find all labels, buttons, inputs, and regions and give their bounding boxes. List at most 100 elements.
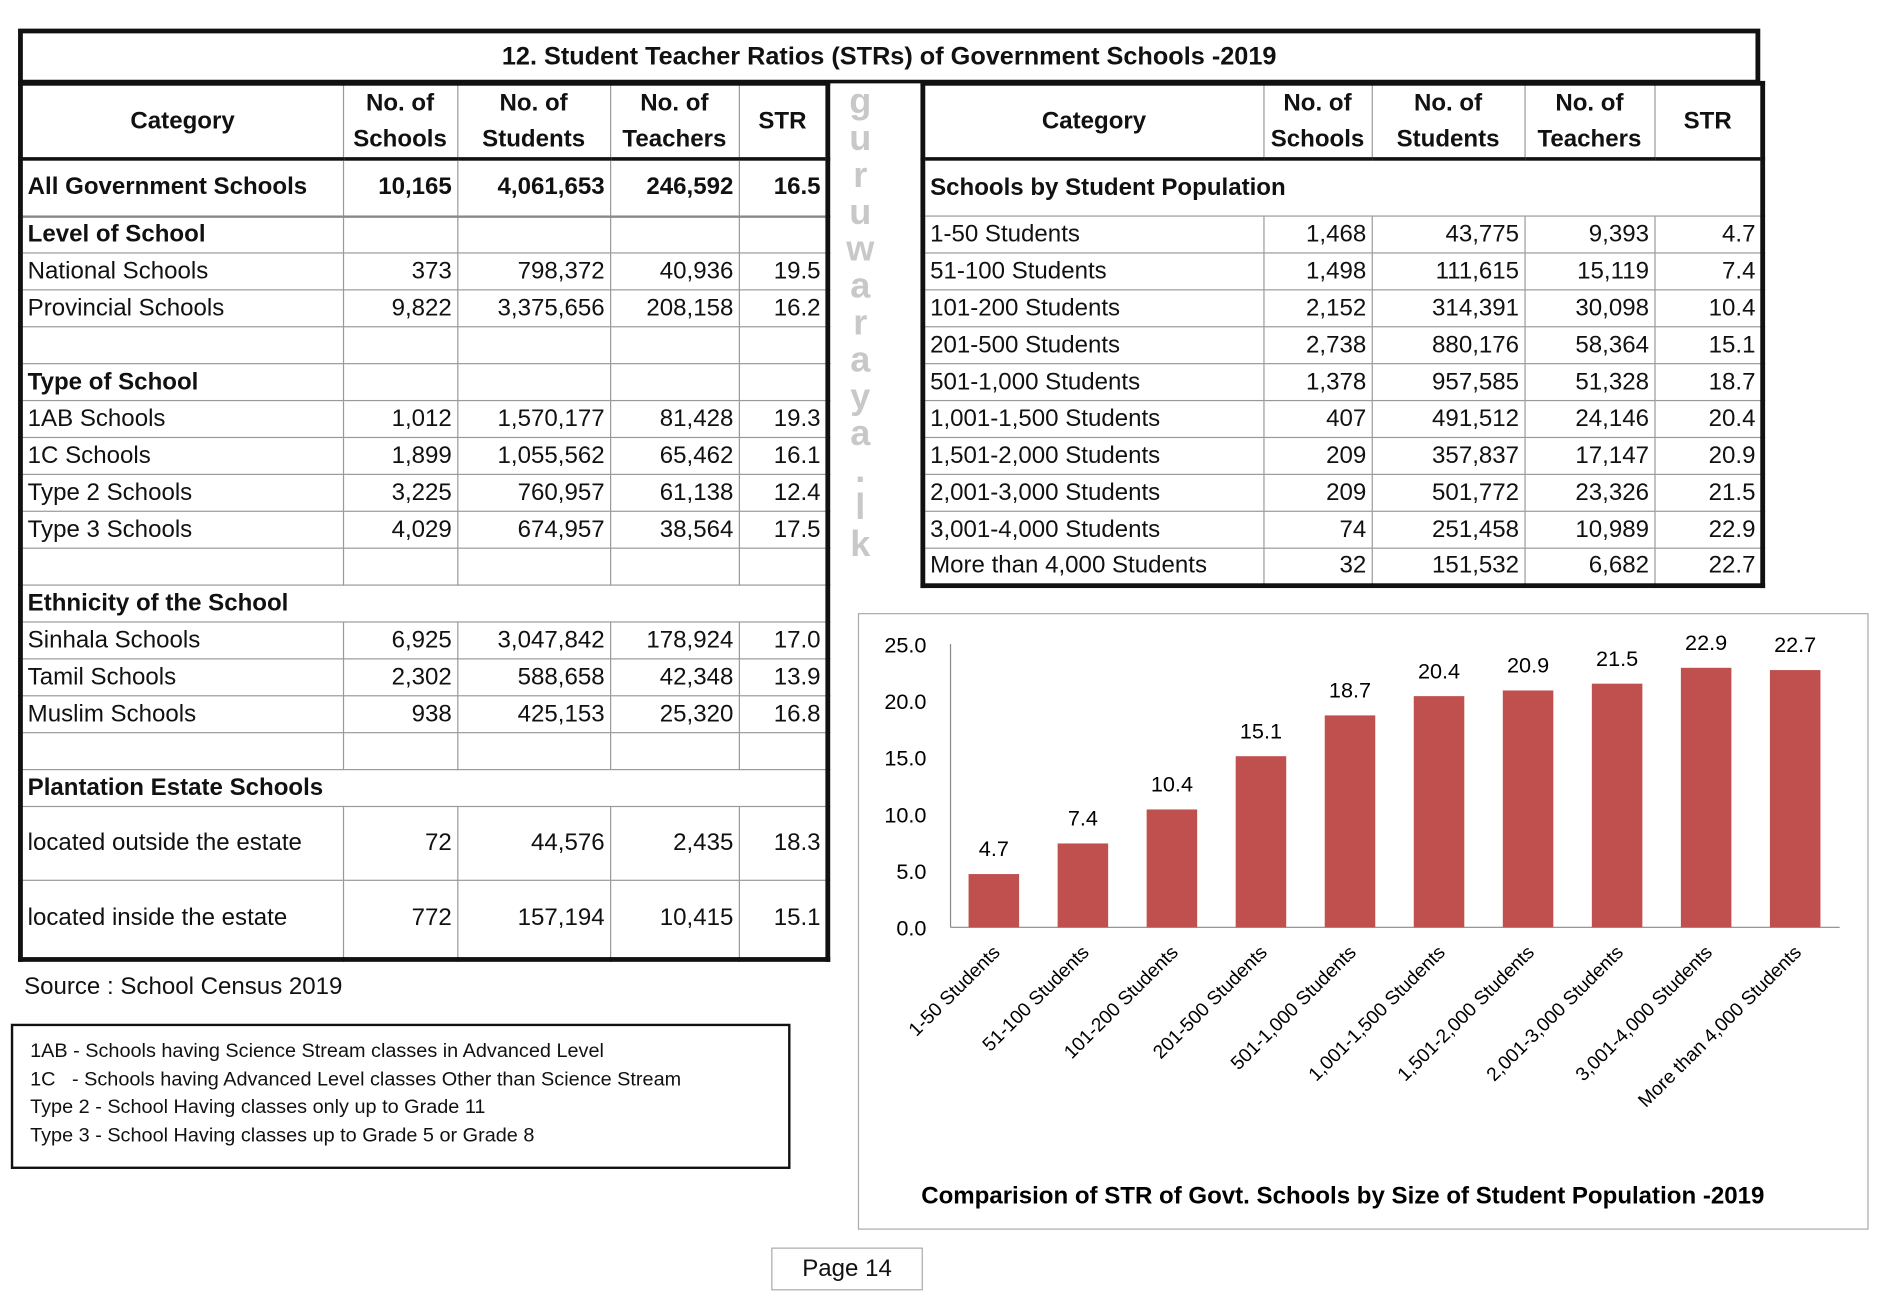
row-label: 101-200 Students	[922, 289, 1264, 328]
table-row: National Schools 373 798,372 40,936 19.5	[19, 252, 829, 291]
header-row: Category No. of Schools No. of Students No.…	[19, 82, 829, 161]
y-tick-label: 10.0	[884, 803, 926, 827]
column-header: No. of Schools	[342, 82, 458, 161]
section-heading: Plantation Estate Schools	[19, 768, 829, 808]
cell-value	[342, 326, 458, 365]
cell-value: 251,458	[1371, 510, 1526, 549]
cell-value: 373	[342, 252, 458, 291]
row-label: Level of School	[19, 215, 344, 254]
cell-value: 43,775	[1371, 215, 1526, 254]
cell-value: 491,512	[1371, 399, 1526, 439]
data-label: 10.4	[1151, 773, 1193, 797]
table-row: Tamil Schools 2,302 588,658 42,348 13.9	[19, 658, 829, 697]
right-str-table: Category No. of Schools No. of Students No.…	[920, 80, 1766, 588]
cell-value: 246,592	[609, 158, 740, 217]
section-row: Schools by Student Population	[922, 158, 1764, 217]
table-row: located outside the estate 72 44,576 2,435 1…	[19, 805, 829, 881]
bar	[1591, 683, 1643, 928]
cell-value	[609, 363, 740, 402]
cell-value: 15.1	[1653, 326, 1764, 365]
cell-value: 178,924	[609, 621, 740, 660]
y-tick-label: 25.0	[884, 633, 926, 657]
table-row: 1-50 Students 1,468 43,775 9,393 4.7	[922, 215, 1764, 254]
cell-value: 17.5	[738, 510, 829, 549]
cell-value: 72	[342, 805, 458, 881]
cell-value: 40,936	[609, 252, 740, 291]
cell-value	[342, 732, 458, 771]
table-row	[19, 732, 829, 771]
table-row: located inside the estate 772 157,194 10,41…	[19, 879, 829, 960]
watermark-letter: k	[850, 524, 871, 565]
x-tick-label: 1-50 Students	[905, 942, 1005, 1041]
cell-value: 44,576	[456, 805, 611, 881]
watermark-letter: y	[850, 377, 871, 417]
row-label	[19, 326, 344, 365]
bar	[1413, 696, 1465, 928]
chart-svg: 0.0 5.0 10.0 15.0 20.0 25.0 4.7 1-50 Students 7.…	[884, 631, 1840, 1210]
cell-value	[342, 215, 458, 254]
table-row	[19, 326, 829, 365]
table-row: 2,001-3,000 Students 209 501,772 23,326 21.5	[922, 473, 1764, 512]
cell-value: 1,468	[1262, 215, 1373, 254]
cell-value: 16.5	[738, 158, 829, 217]
watermark-letter: a	[850, 414, 871, 454]
table-row	[19, 547, 829, 586]
bar	[1502, 690, 1554, 928]
cell-value: 2,152	[1262, 289, 1373, 328]
cell-value: 38,564	[609, 510, 740, 549]
cell-value	[738, 547, 829, 586]
cell-value	[456, 215, 611, 254]
cell-value: 18.7	[1653, 363, 1764, 402]
cell-value: 61,138	[609, 473, 740, 512]
watermark-letter: r	[853, 303, 868, 343]
table-row: Type 2 Schools 3,225 760,957 61,138 12.4	[19, 473, 829, 512]
cell-value: 314,391	[1371, 289, 1526, 328]
cell-value	[456, 732, 611, 771]
table-row: 1,501-2,000 Students 209 357,837 17,147 20.9	[922, 436, 1764, 475]
cell-value: 1,055,562	[456, 436, 611, 475]
watermark-letter: u	[849, 119, 872, 159]
row-label: 201-500 Students	[922, 326, 1264, 365]
cell-value: 18.3	[738, 805, 829, 881]
table-row: Type 3 Schools 4,029 674,957 38,564 17.5	[19, 510, 829, 549]
cell-value: 25,320	[609, 695, 740, 734]
row-label: All Government Schools	[19, 158, 344, 217]
row-label: 1-50 Students	[922, 215, 1264, 254]
cell-value: 957,585	[1371, 363, 1526, 402]
cell-value: 151,532	[1371, 547, 1526, 586]
row-label: Type 2 Schools	[19, 473, 344, 512]
watermark-letter: .	[855, 451, 866, 491]
row-label: Type of School	[19, 363, 344, 402]
table-row: Level of School	[19, 215, 829, 254]
cell-value	[738, 732, 829, 771]
cell-value: 674,957	[456, 510, 611, 549]
cell-value: 2,738	[1262, 326, 1373, 365]
cell-value: 17.0	[738, 621, 829, 660]
data-label: 22.9	[1685, 631, 1727, 655]
table-row: 51-100 Students 1,498 111,615 15,119 7.4	[922, 252, 1764, 291]
cell-value: 3,375,656	[456, 289, 611, 328]
row-label: 1AB Schools	[19, 399, 344, 439]
watermark-letter: w	[846, 229, 875, 270]
y-tick-label: 20.0	[884, 690, 926, 714]
x-tick-label: More than 4,000 Students	[1635, 942, 1806, 1112]
cell-value: 501,772	[1371, 473, 1526, 512]
section-heading: Ethnicity of the School	[19, 584, 829, 623]
table-row: 101-200 Students 2,152 314,391 30,098 10.4	[922, 289, 1764, 328]
cell-value	[609, 732, 740, 771]
cell-value: 3,047,842	[456, 621, 611, 660]
cell-value: 9,393	[1523, 215, 1656, 254]
bar	[1324, 715, 1376, 928]
table-row: Ethnicity of the School	[19, 584, 829, 623]
watermark-letter: l	[855, 488, 866, 528]
cell-value: 760,957	[456, 473, 611, 512]
cell-value: 157,194	[456, 879, 611, 960]
bar	[1680, 667, 1732, 928]
cell-value: 42,348	[609, 658, 740, 697]
row-label	[19, 547, 344, 586]
chart-title: Comparision of STR of Govt. Schools by S…	[921, 1183, 1764, 1210]
cell-value: 1,378	[1262, 363, 1373, 402]
cell-value: 10,165	[342, 158, 458, 217]
table-row: 1C Schools 1,899 1,055,562 65,462 16.1	[19, 436, 829, 475]
